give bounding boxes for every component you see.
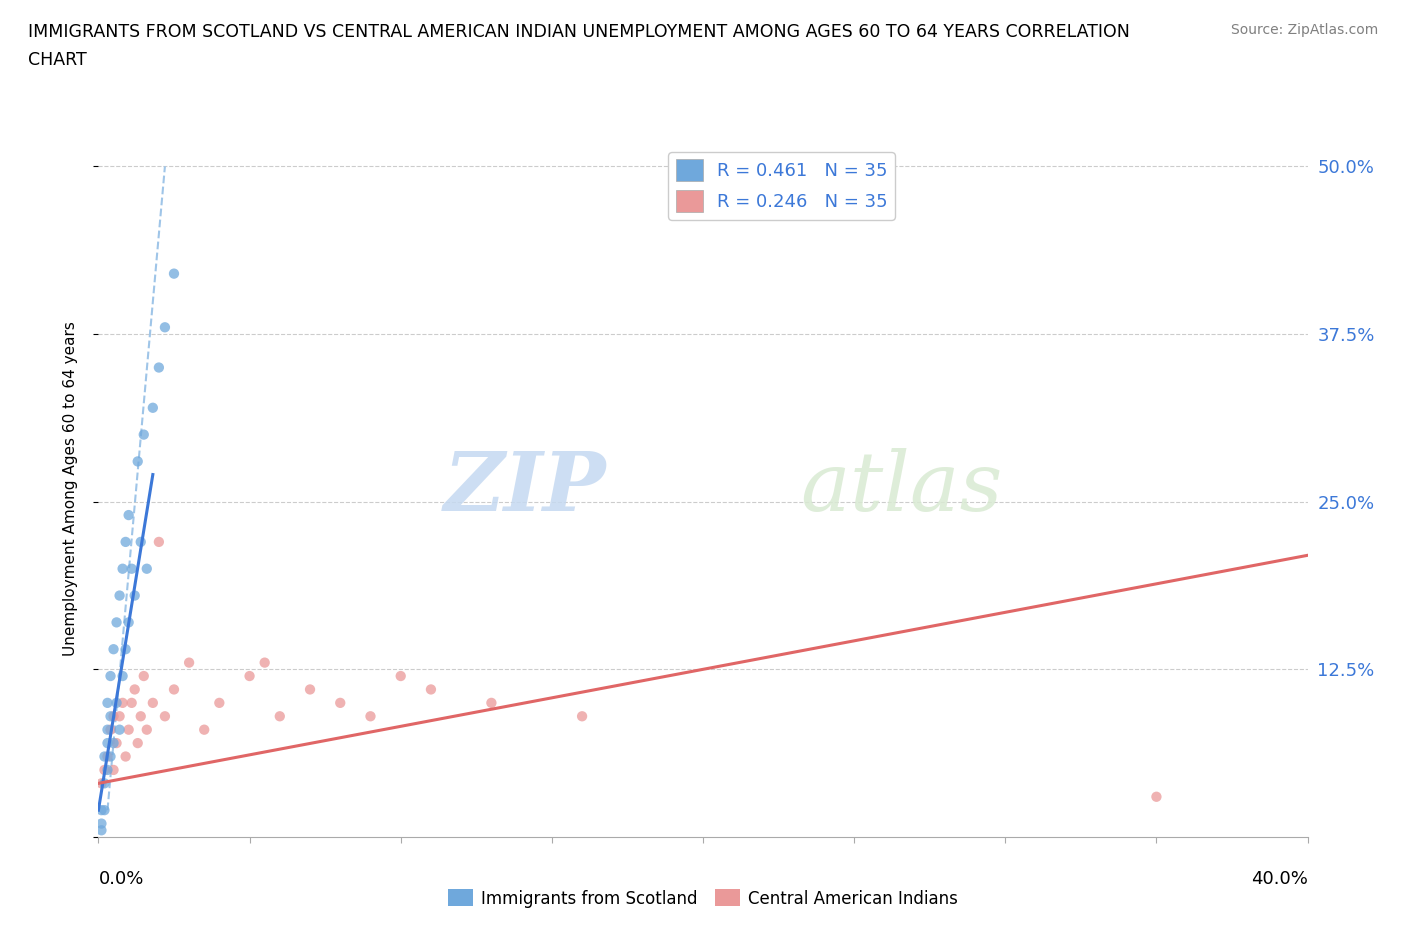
- Point: [93, 749, 115, 764]
- Point: [124, 682, 146, 697]
- Point: [142, 400, 165, 415]
- Point: [121, 562, 143, 577]
- Point: [103, 763, 125, 777]
- Point: [135, 723, 157, 737]
- Point: [90, 803, 112, 817]
- Legend: Immigrants from Scotland, Central American Indians: Immigrants from Scotland, Central Americ…: [441, 883, 965, 914]
- Point: [90, 817, 112, 831]
- Point: [108, 709, 131, 724]
- Text: IMMIGRANTS FROM SCOTLAND VS CENTRAL AMERICAN INDIAN UNEMPLOYMENT AMONG AGES 60 T: IMMIGRANTS FROM SCOTLAND VS CENTRAL AMER…: [28, 23, 1130, 41]
- Point: [90, 823, 112, 838]
- Point: [148, 535, 170, 550]
- Point: [153, 320, 176, 335]
- Point: [100, 723, 122, 737]
- Point: [108, 588, 131, 603]
- Y-axis label: Unemployment Among Ages 60 to 64 years: Unemployment Among Ages 60 to 64 years: [63, 321, 77, 656]
- Point: [96, 723, 118, 737]
- Point: [105, 696, 128, 711]
- Point: [96, 696, 118, 711]
- Point: [96, 736, 118, 751]
- Point: [100, 749, 122, 764]
- Point: [114, 642, 136, 657]
- Point: [93, 776, 115, 790]
- Point: [253, 656, 276, 671]
- Point: [114, 749, 136, 764]
- Point: [100, 669, 122, 684]
- Point: [129, 709, 152, 724]
- Point: [90, 776, 112, 790]
- Point: [153, 709, 176, 724]
- Point: [132, 427, 155, 442]
- Point: [118, 508, 141, 523]
- Point: [93, 803, 115, 817]
- Point: [269, 709, 291, 724]
- Point: [420, 682, 443, 697]
- Text: 0.0%: 0.0%: [98, 870, 143, 887]
- Point: [132, 669, 155, 684]
- Point: [299, 682, 322, 697]
- Point: [111, 696, 134, 711]
- Point: [135, 562, 157, 577]
- Point: [239, 669, 262, 684]
- Point: [329, 696, 352, 711]
- Point: [114, 535, 136, 550]
- Point: [142, 696, 165, 711]
- Legend: R = 0.461   N = 35, R = 0.246   N = 35: R = 0.461 N = 35, R = 0.246 N = 35: [668, 152, 894, 219]
- Point: [105, 615, 128, 630]
- Point: [103, 709, 125, 724]
- Point: [111, 669, 134, 684]
- Text: atlas: atlas: [800, 448, 1002, 528]
- Point: [163, 682, 186, 697]
- Point: [481, 696, 503, 711]
- Point: [163, 266, 186, 281]
- Text: CHART: CHART: [28, 51, 87, 69]
- Point: [96, 763, 118, 777]
- Point: [103, 736, 125, 751]
- Text: ZIP: ZIP: [444, 448, 606, 528]
- Point: [127, 454, 149, 469]
- Point: [148, 360, 170, 375]
- Point: [571, 709, 593, 724]
- Point: [108, 723, 131, 737]
- Point: [96, 749, 118, 764]
- Point: [111, 562, 134, 577]
- Point: [389, 669, 412, 684]
- Point: [193, 723, 215, 737]
- Point: [118, 615, 141, 630]
- Point: [105, 736, 128, 751]
- Point: [360, 709, 382, 724]
- Point: [127, 736, 149, 751]
- Point: [1144, 790, 1167, 804]
- Text: 40.0%: 40.0%: [1251, 870, 1308, 887]
- Point: [93, 763, 115, 777]
- Point: [179, 656, 201, 671]
- Point: [103, 642, 125, 657]
- Point: [129, 535, 152, 550]
- Point: [124, 588, 146, 603]
- Point: [208, 696, 231, 711]
- Point: [121, 696, 143, 711]
- Point: [118, 723, 141, 737]
- Point: [100, 709, 122, 724]
- Text: Source: ZipAtlas.com: Source: ZipAtlas.com: [1230, 23, 1378, 37]
